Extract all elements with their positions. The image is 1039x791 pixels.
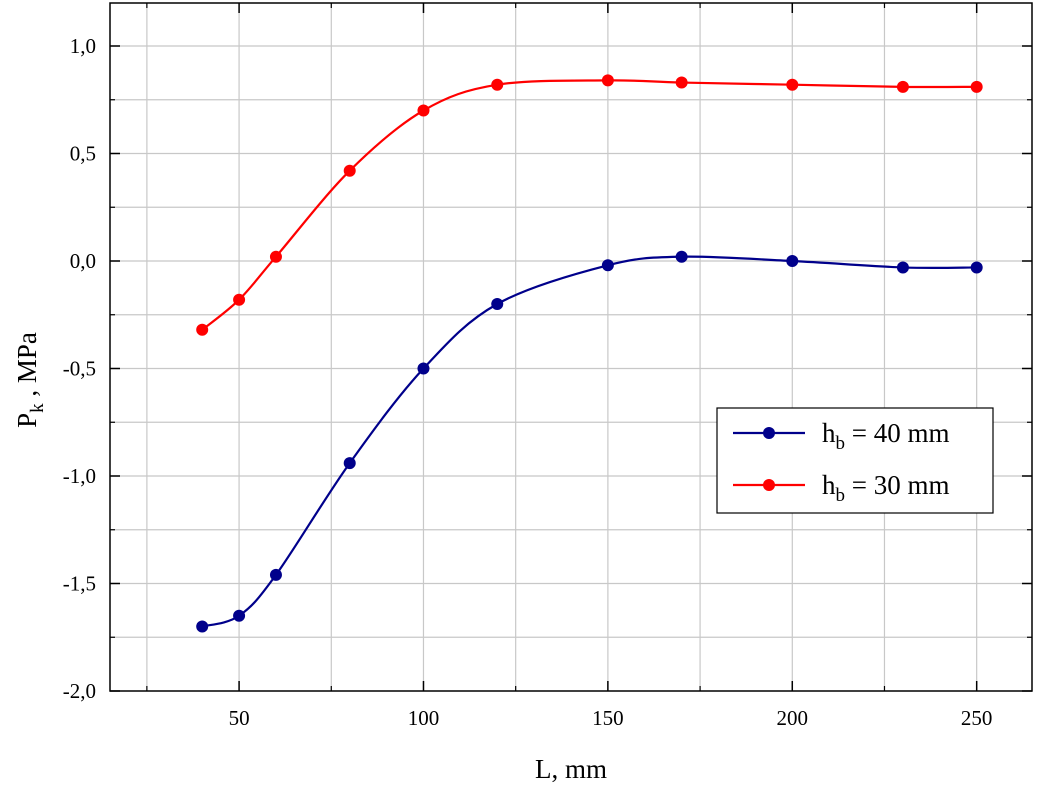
data-point	[196, 620, 209, 633]
y-axis-title-rest: , MPa	[12, 332, 42, 403]
data-point	[786, 78, 799, 91]
legend-label: hb = 30 mm	[822, 470, 949, 506]
series-group	[196, 74, 983, 633]
data-point	[896, 261, 909, 274]
legend-items: hb = 40 mm hb = 30 mm	[733, 418, 949, 506]
data-point	[233, 609, 246, 622]
x-tick-label: 100	[408, 706, 440, 730]
legend-marker	[763, 479, 775, 491]
y-axis-title-sub: k	[27, 403, 48, 413]
y-axis-title: Pk , MPa	[12, 332, 48, 428]
data-point	[417, 104, 430, 117]
y-tick-label: -2,0	[63, 679, 96, 703]
data-point	[675, 250, 688, 263]
legend-marker	[763, 427, 775, 439]
data-point	[896, 80, 909, 93]
data-point	[343, 164, 356, 177]
y-tick-label: 1,0	[70, 34, 96, 58]
y-tick-label: 0,5	[70, 142, 96, 166]
data-point	[491, 298, 504, 310]
ticks: 50 100 150 200 250 -2,0 -1,5 -1,0 -0,5 0,0 0,5 1,0	[63, 3, 1032, 730]
x-tick-label: 200	[777, 706, 809, 730]
y-tick-label: -0,5	[63, 357, 96, 381]
x-tick-label: 250	[961, 706, 993, 730]
y-tick-label: 0,0	[70, 249, 96, 273]
y-tick-label: -1,0	[63, 464, 96, 488]
legend-label: hb = 40 mm	[822, 418, 949, 454]
data-point	[343, 457, 356, 470]
legend: hb = 40 mm hb = 30 mm	[716, 407, 994, 514]
y-axis-title-main: P	[12, 413, 42, 428]
data-point	[970, 261, 983, 274]
data-point	[269, 568, 282, 581]
data-point	[491, 78, 504, 91]
data-point	[970, 80, 983, 93]
data-point	[786, 255, 799, 267]
data-point	[417, 362, 430, 375]
x-axis-title: L, mm	[535, 754, 607, 784]
y-tick-label: -1,5	[63, 572, 96, 596]
plot-frame	[109, 2, 1033, 692]
x-tick-label: 50	[229, 706, 250, 730]
data-point	[269, 250, 282, 263]
data-point	[601, 259, 614, 272]
series-line-2	[201, 79, 977, 331]
grid	[110, 3, 1032, 691]
x-tick-label: 150	[592, 706, 624, 730]
data-point	[601, 74, 614, 87]
data-point	[675, 76, 688, 89]
data-point	[196, 323, 209, 336]
data-point	[233, 293, 246, 306]
legend-box	[716, 407, 994, 514]
